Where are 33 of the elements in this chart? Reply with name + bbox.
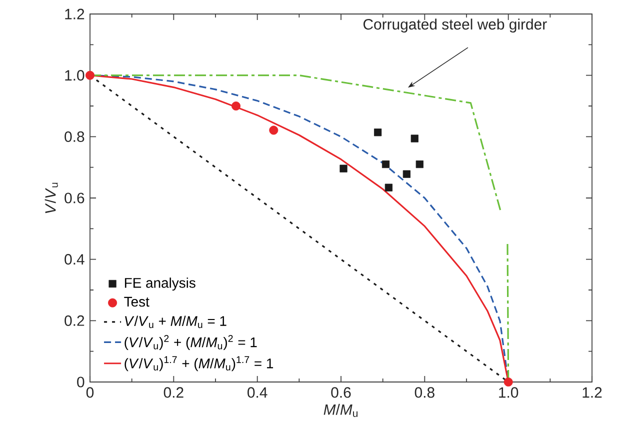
point [410, 134, 418, 142]
point [269, 126, 278, 135]
point [86, 70, 94, 80]
y-tick-label: 0 [77, 376, 84, 388]
text: V/V$_{u}$ + M/M$_{u}$ = 1 [125, 316, 226, 328]
point [382, 160, 390, 168]
y-tick-label: 1.2 [65, 8, 84, 20]
y-tick-label: 0.4 [64, 254, 84, 265]
point [384, 184, 392, 192]
text: (V/V$_{u}$)$^{1.7}$ + (M/M$_{u}$)$^{1.7}$ = 1 [124, 356, 274, 372]
point [416, 160, 424, 168]
text: (V/V$_{u}$)$^{2}$ + (M/M$_{u}$)$^{2}$ = 1 [124, 335, 257, 350]
annotation: Corrugated steel web girder [364, 18, 547, 33]
point [232, 101, 240, 110]
x-tick-label: 0.4 [248, 387, 268, 398]
x-tick-label: 0.6 [331, 387, 351, 398]
y-axis-title: V/V$_{u}$ [44, 182, 58, 214]
x-tick-label: 0.2 [164, 387, 184, 398]
y-tick-label: 0.8 [64, 131, 84, 142]
y-tick-label: 1.0 [65, 70, 84, 81]
x-tick-label: 0 [86, 387, 94, 398]
x-tick-label: 0.8 [414, 387, 434, 398]
x-axis-title: M/M$_{u}$ [324, 404, 358, 418]
legend-label: FE analysis [124, 278, 196, 291]
point [402, 170, 410, 178]
legend-label: Test [124, 296, 150, 307]
point [504, 378, 513, 386]
x-tick-label: 1.2 [582, 387, 602, 398]
point [340, 164, 348, 172]
y-tick-label: 0.6 [64, 192, 84, 204]
point [374, 128, 382, 136]
y-tick-label: 0.2 [64, 315, 84, 326]
x-tick-label: 1.0 [499, 387, 518, 398]
